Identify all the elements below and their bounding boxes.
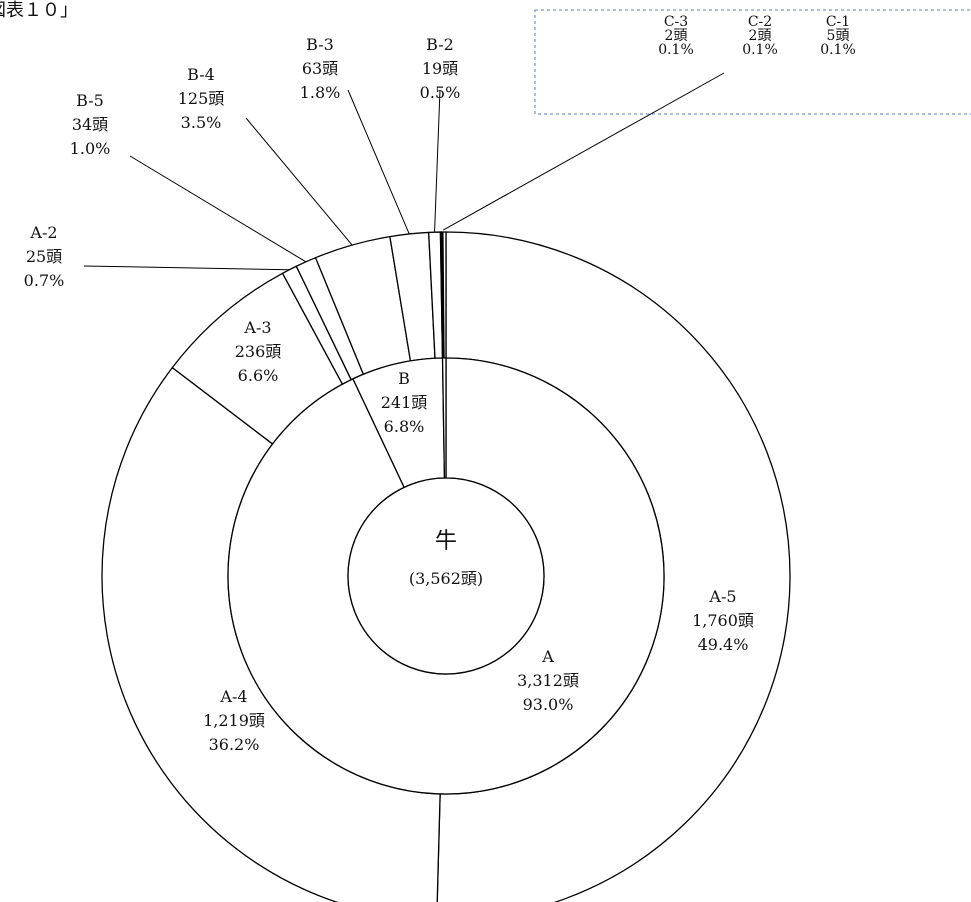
outer-label-b-3-name: B-3 [306,35,334,54]
outer-label-c-1-name: C-1 [826,14,850,30]
center-hole [347,477,545,675]
outer-label-a-5-percent: 49.4% [698,635,749,654]
outer-label-b-4-percent: 3.5% [181,113,222,132]
outer-label-b-2-name: B-2 [426,35,454,54]
outer-label-c-3-count: 2頭 [665,28,688,44]
outer-label-c-3-percent: 0.1% [658,42,694,58]
outer-label-c-2-count: 2頭 [749,28,772,44]
outer-slice-c-1 [442,231,447,359]
outer-label-c-2-percent: 0.1% [742,42,778,58]
inner-leader-c [443,72,725,231]
outer-label-a-4-count: 1,219頭 [203,711,265,730]
outer-leader-b-3 [347,89,410,235]
outer-label-a-3-percent: 6.6% [238,366,279,385]
outer-label-b-2-percent: 0.5% [420,83,461,102]
outer-ring [101,231,791,902]
outer-label-a-3-name: A-3 [243,318,271,337]
inner-label-b-name: B [398,369,410,388]
center-title: 牛 [435,529,457,554]
outer-label-a-4-name: A-4 [219,687,247,706]
slice-labels: A 3,312頭 93.0% B 241頭 6.8% A-5 1,760頭 49.4% A-4 1,… [24,14,856,754]
outer-label-a-3-count: 236頭 [235,342,282,361]
outer-label-b-3-percent: 1.8% [300,83,341,102]
leader-lines [83,72,725,271]
outer-leader-a-2 [83,265,290,271]
outer-label-a-5-name: A-5 [708,587,736,606]
inner-label-b-percent: 6.8% [384,417,425,436]
outer-label-c-3-name: C-3 [664,14,688,30]
outer-label-c-2-name: C-2 [748,14,772,30]
inner-label-b-count: 241頭 [381,393,428,412]
outer-label-b-3-count: 63頭 [302,59,338,78]
outer-label-b-5-percent: 1.0% [70,139,111,158]
outer-label-b-5-name: B-5 [76,91,104,110]
outer-leader-b-2 [434,89,441,233]
outer-label-a-2-count: 25頭 [26,247,62,266]
outer-label-c-1-count: 5頭 [827,28,850,44]
inner-label-a-count: 3,312頭 [517,671,579,690]
small-segment-callout-box [534,9,971,115]
page-title: 図表１０」 [0,0,78,21]
outer-label-b-5-count: 34頭 [72,115,108,134]
outer-label-a-2-name: A-2 [29,223,57,242]
outer-leader-b-5 [129,155,307,263]
outer-label-a-2-percent: 0.7% [24,271,65,290]
center-total: (3,562頭) [409,569,483,588]
outer-label-b-2-count: 19頭 [422,59,458,78]
outer-leader-b-4 [245,117,353,246]
outer-label-a-5-count: 1,760頭 [692,611,754,630]
outer-label-c-1-percent: 0.1% [820,42,856,58]
inner-label-a-percent: 93.0% [523,695,574,714]
outer-label-b-4-name: B-4 [187,65,215,84]
inner-label-a-name: A [541,647,554,666]
outer-label-b-4-count: 125頭 [178,89,225,108]
outer-label-a-4-percent: 36.2% [209,735,260,754]
